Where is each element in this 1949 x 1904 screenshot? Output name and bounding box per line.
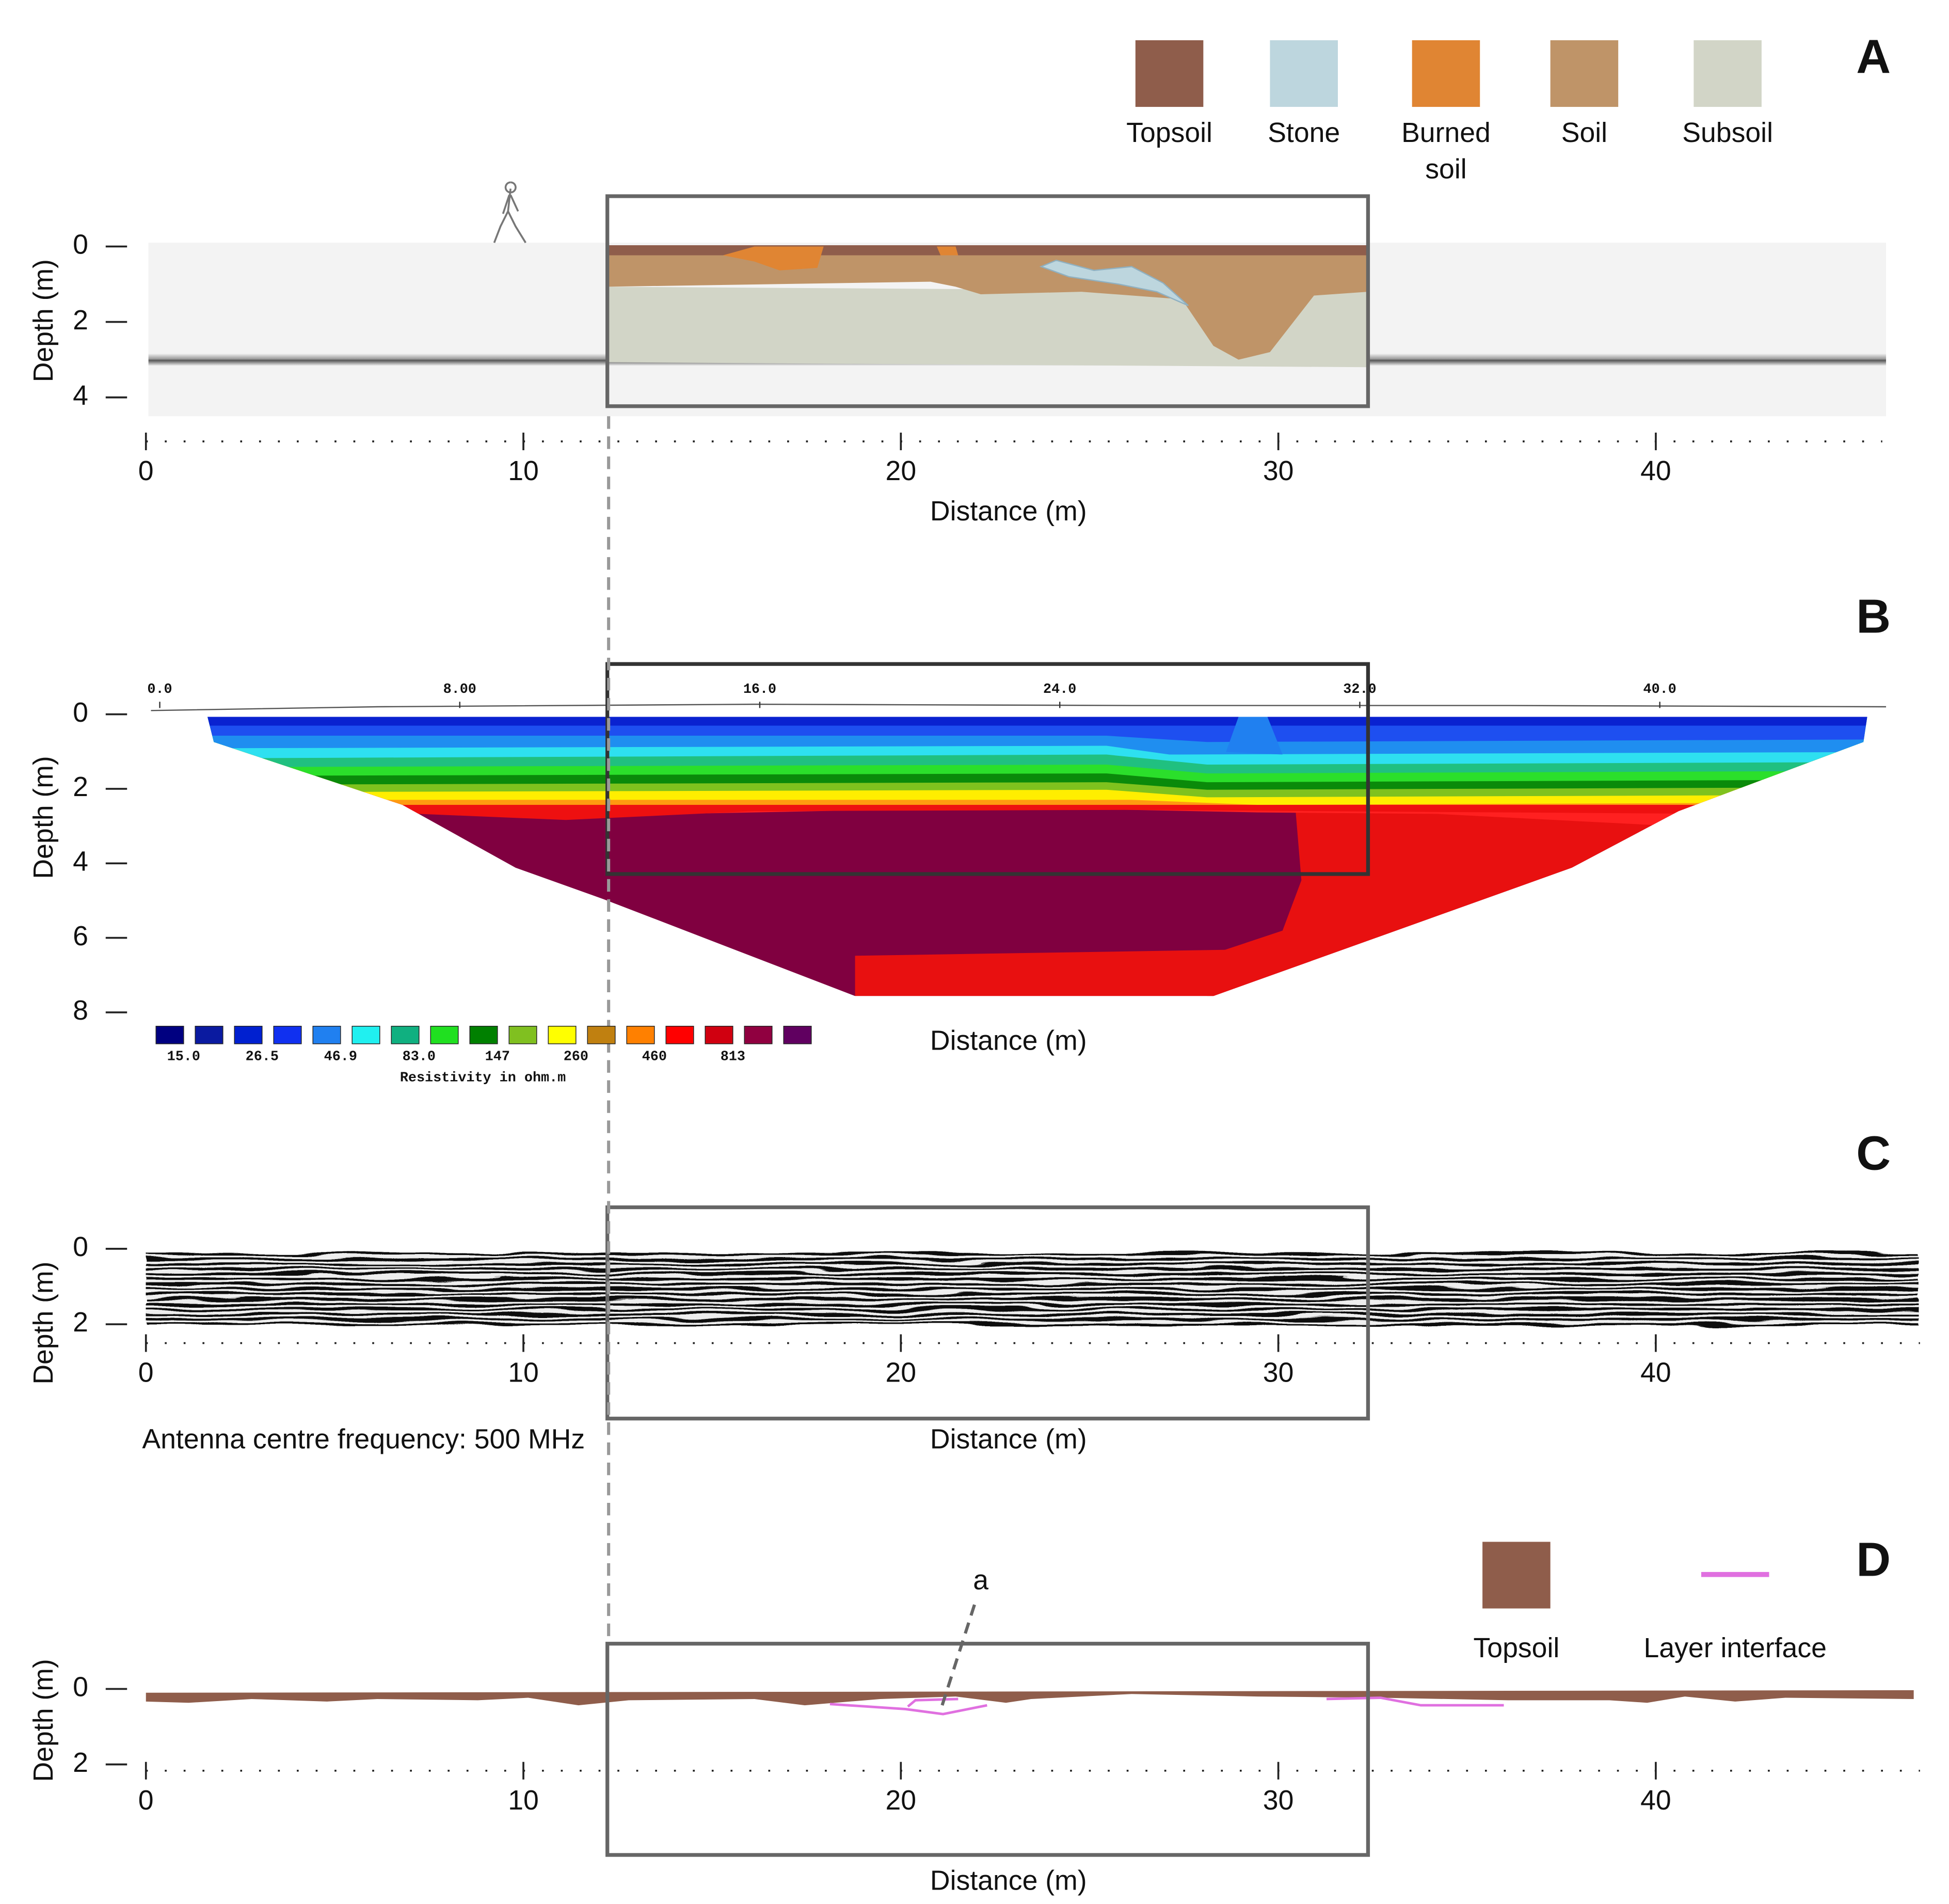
colorbar-swatch — [430, 1025, 459, 1044]
legend-label: Burned — [1401, 117, 1491, 148]
colorbar-label: 147 — [485, 1049, 510, 1065]
colorbar-swatch — [352, 1025, 380, 1044]
top-x-tick-label: 0.0 — [147, 682, 172, 697]
x-tick-label: 0 — [138, 455, 154, 486]
colorbar-label: 46.9 — [324, 1049, 357, 1065]
colorbar-swatch — [234, 1025, 263, 1044]
y-axis-label: Depth (m) — [28, 1262, 59, 1385]
y-tick-label: 2 — [73, 305, 88, 336]
x-tick-label: 20 — [886, 1785, 917, 1816]
colorbar-swatch — [783, 1025, 812, 1044]
legend-label: Stone — [1268, 117, 1340, 148]
colorbar-swatch — [587, 1025, 616, 1044]
y-axis-label: Depth (m) — [28, 1659, 59, 1782]
y-axis-label: Depth (m) — [28, 756, 59, 879]
y-tick-label: 0 — [73, 1231, 88, 1262]
y-tick-label: 6 — [73, 921, 88, 951]
x-tick-label: 40 — [1640, 455, 1671, 486]
legend-label: Topsoil — [1126, 117, 1212, 148]
x-tick-label: 30 — [1263, 455, 1294, 486]
annotation: a — [973, 1565, 988, 1596]
colorbar-swatch — [273, 1025, 302, 1044]
y-tick-label: 4 — [73, 846, 88, 877]
panel-b-section — [151, 662, 1887, 996]
x-axis-label: Distance (m) — [930, 496, 1087, 527]
x-tick-label: 30 — [1263, 1785, 1294, 1816]
colorbar-swatch — [155, 1025, 184, 1044]
x-tick-label: 0 — [138, 1785, 154, 1816]
y-tick-label: 4 — [73, 380, 88, 411]
y-tick-label: 8 — [73, 995, 88, 1026]
top-x-tick-label: 24.0 — [1043, 682, 1076, 697]
colorbar-swatch — [744, 1025, 773, 1044]
colorbar-swatch — [469, 1025, 498, 1044]
x-tick-label: 20 — [886, 455, 917, 486]
y-tick-label: 2 — [73, 1307, 88, 1338]
colorbar-swatch — [705, 1025, 733, 1044]
legend-label: Subsoil — [1682, 117, 1773, 148]
y-tick-label: 0 — [73, 229, 88, 260]
x-tick-label: 10 — [508, 1785, 539, 1816]
y-tick-label: 2 — [73, 1747, 88, 1778]
colorbar-label: 83.0 — [403, 1049, 436, 1065]
colorbar-label: 460 — [642, 1049, 667, 1065]
panel-c-radargram — [146, 1205, 1919, 1421]
legend-swatch — [1550, 40, 1619, 107]
colorbar-swatch — [312, 1025, 341, 1044]
top-x-tick-label: 8.00 — [443, 682, 476, 697]
x-axis-label: Distance (m) — [930, 1865, 1087, 1896]
x-tick-label: 40 — [1640, 1357, 1671, 1388]
colorbar-label: 260 — [564, 1049, 588, 1065]
panel-letter: A — [1856, 29, 1891, 83]
legend-label: Topsoil — [1473, 1632, 1559, 1663]
colorbar-swatch — [195, 1025, 223, 1044]
legend-swatch — [1694, 40, 1762, 107]
top-x-tick-label: 40.0 — [1643, 682, 1676, 697]
y-tick-label: 0 — [73, 697, 88, 728]
y-tick-label: 2 — [73, 771, 88, 802]
legend-swatch — [1482, 1542, 1551, 1609]
x-tick-label: 10 — [508, 455, 539, 486]
colorbar-swatch — [665, 1025, 694, 1044]
legend-swatch — [1412, 40, 1480, 107]
panel-letter: B — [1856, 589, 1891, 643]
y-tick-label: 0 — [73, 1672, 88, 1703]
legend-swatch — [1270, 40, 1338, 107]
panel-a-section — [148, 181, 1887, 417]
colorbar-label: 813 — [721, 1049, 745, 1065]
x-tick-label: 0 — [138, 1357, 154, 1388]
x-tick-label: 40 — [1640, 1785, 1671, 1816]
colorbar-swatch — [391, 1025, 420, 1044]
panel-letter: D — [1856, 1532, 1891, 1586]
panel-d-interpretation — [146, 1604, 1914, 1857]
x-tick-label: 20 — [886, 1357, 917, 1388]
legend-label: Soil — [1561, 117, 1607, 148]
panel-letter: C — [1856, 1126, 1891, 1180]
top-x-tick-label: 16.0 — [743, 682, 776, 697]
x-tick-label: 30 — [1263, 1357, 1294, 1388]
legend-label: Layer interface — [1644, 1632, 1827, 1663]
note: Antenna centre frequency: 500 MHz — [142, 1424, 585, 1455]
top-x-tick-label: 32.0 — [1343, 682, 1376, 697]
x-axis-label: Distance (m) — [930, 1025, 1087, 1056]
colorbar-swatch — [626, 1025, 655, 1044]
x-axis-label: Distance (m) — [930, 1424, 1087, 1455]
legend-label: soil — [1425, 153, 1466, 184]
legend-swatch — [1135, 40, 1204, 107]
colorbar-swatch — [508, 1025, 537, 1044]
colorbar-title: Resistivity in ohm.m — [400, 1071, 566, 1086]
colorbar-label: 15.0 — [167, 1049, 200, 1065]
colorbar-label: 26.5 — [246, 1049, 279, 1065]
x-tick-label: 10 — [508, 1357, 539, 1388]
colorbar-swatch — [548, 1025, 577, 1044]
y-axis-label: Depth (m) — [28, 259, 59, 382]
